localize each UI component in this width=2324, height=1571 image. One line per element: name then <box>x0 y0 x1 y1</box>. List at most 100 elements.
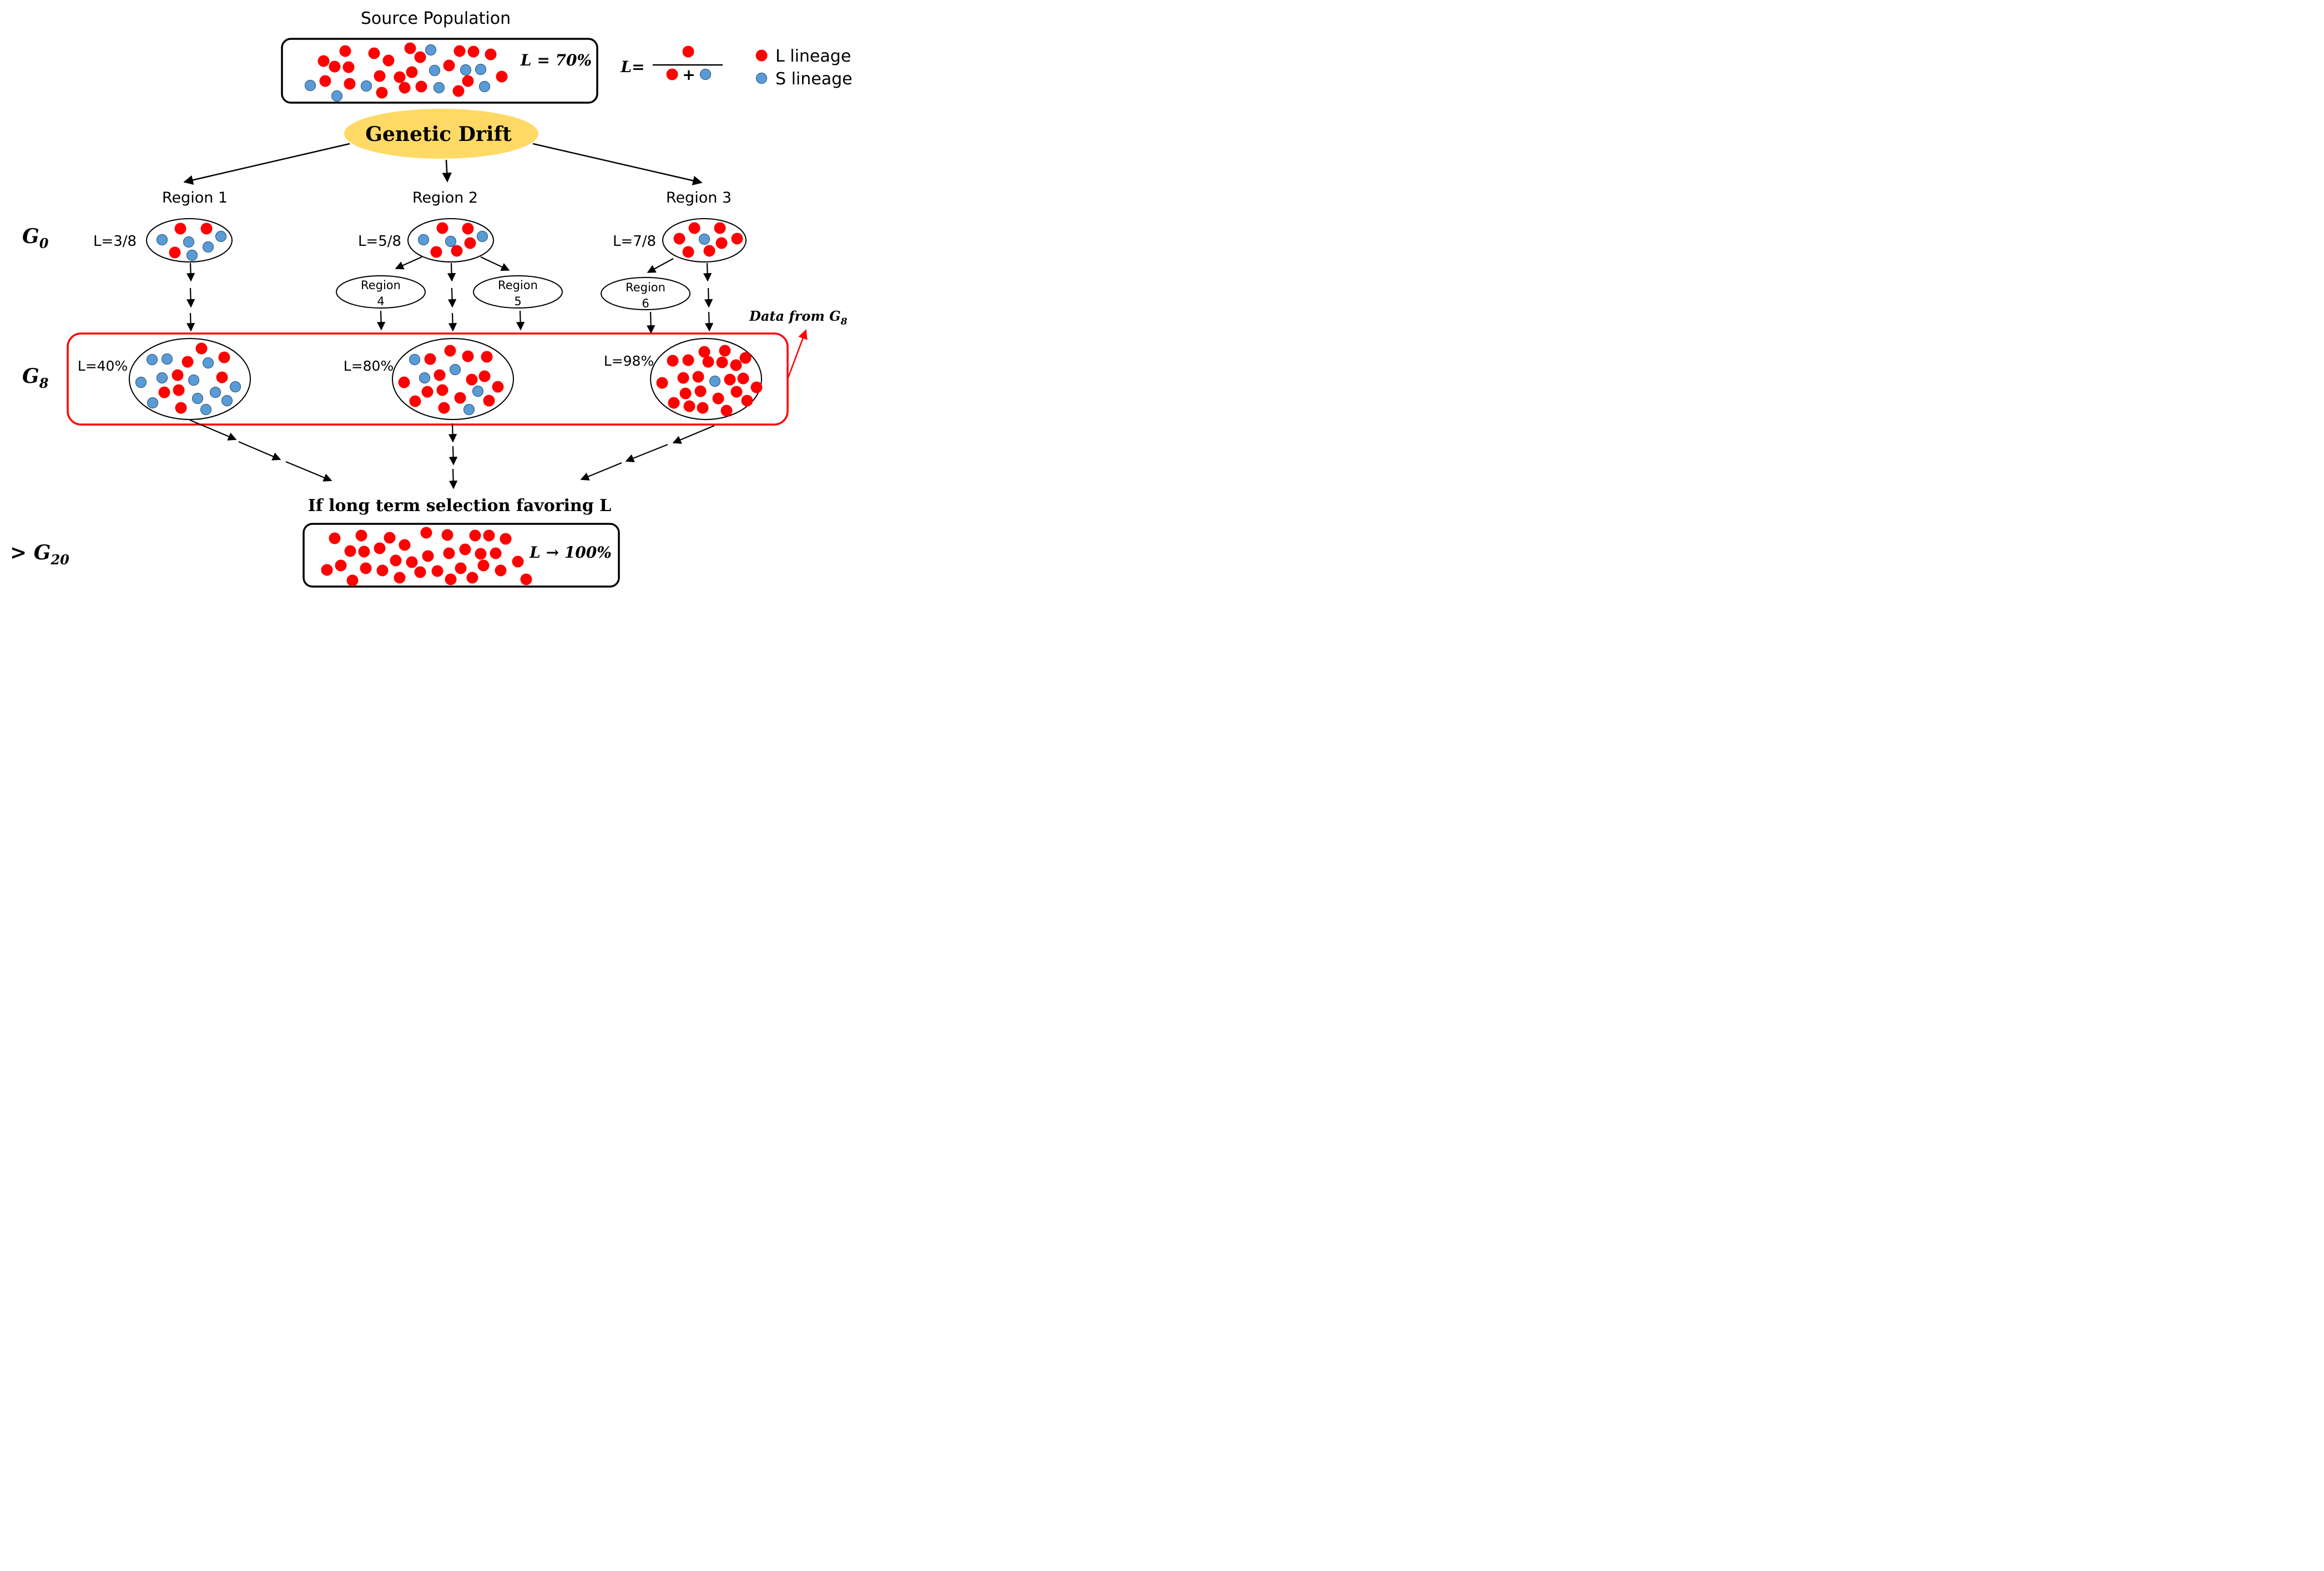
l-lineage-dot <box>656 377 668 389</box>
l-lineage-dot <box>682 246 694 258</box>
l-lineage-dot <box>433 369 446 381</box>
s-lineage-dot <box>156 372 168 384</box>
l-lineage-dot <box>443 59 455 72</box>
s-lineage-dot <box>146 353 158 366</box>
region-2-g8-fraction: L=80% <box>344 358 394 374</box>
l-lineage-dot <box>694 385 707 397</box>
s-lineage-dot <box>304 79 316 92</box>
l-lineage-dot <box>452 85 465 97</box>
l-lineage-dot <box>329 532 341 544</box>
s-lineage-dot <box>445 235 457 247</box>
l-lineage-dot <box>195 342 208 355</box>
l-lineage-dot <box>683 400 695 412</box>
l-lineage-dot <box>467 46 480 58</box>
g0-population-dots <box>156 222 743 261</box>
l-lineage-dot <box>692 371 704 383</box>
l-lineage-dot <box>406 556 418 568</box>
l-lineage-dot <box>673 233 685 245</box>
l-lineage-dot <box>453 45 466 57</box>
l-lineage-dot <box>376 564 389 577</box>
data-note-label: Data from G8 <box>749 308 848 327</box>
l-lineage-dot <box>424 353 436 365</box>
l-lineage-dot <box>500 533 512 545</box>
l-lineage-dot <box>688 222 700 234</box>
s-lineage-dot <box>331 90 343 102</box>
l-lineage-dot <box>512 555 524 568</box>
l-lineage-dot <box>339 45 351 57</box>
l-lineage-dot <box>455 562 467 574</box>
l-lineage-dot <box>679 387 692 400</box>
l-lineage-dot <box>422 550 434 562</box>
region-1-g8-fraction: L=40% <box>78 358 128 374</box>
l-lineage-dot <box>344 545 356 557</box>
region-3-g0-fraction: L=7/8 <box>613 233 656 250</box>
l-lineage-dot <box>430 246 442 258</box>
region-4-ellipse <box>336 275 426 309</box>
final-population-dots <box>321 527 532 587</box>
data-note-arrow <box>787 329 808 380</box>
region-1-g0-ellipse <box>146 218 233 262</box>
region-6-ellipse <box>601 277 690 310</box>
region-2-g8-ellipse <box>392 338 514 420</box>
s-lineage-dot <box>202 241 214 253</box>
region-3-g8-ellipse <box>650 338 762 420</box>
region-1-g0-fraction: L=3/8 <box>93 233 137 250</box>
l-lineage-dot <box>329 60 341 73</box>
l-lineage-dot <box>172 369 184 381</box>
l-lineage-dot <box>358 545 370 558</box>
l-lineage-dot <box>741 395 753 407</box>
l-lineage-dot <box>404 42 416 54</box>
source-population-fraction: L = 70% <box>520 51 592 69</box>
l-lineage-dot <box>730 386 743 398</box>
l-lineage-dot <box>382 54 395 67</box>
l-lineage-dot <box>444 345 456 357</box>
l-lineage-dot <box>376 87 388 99</box>
l-lineage-dot <box>720 405 733 417</box>
l-lineage-dot <box>477 559 490 572</box>
formula-denominator-l-dot <box>666 68 678 80</box>
l-lineage-dot <box>485 48 497 60</box>
l-lineage-dot <box>441 529 453 541</box>
region-2-g0-ellipse <box>407 218 494 262</box>
s-lineage-dot <box>409 353 421 366</box>
l-lineage-dot <box>454 392 466 404</box>
drift-arrow-region-1 <box>183 143 350 185</box>
l-lineage-dot <box>216 371 228 383</box>
l-lineage-dot <box>335 559 347 572</box>
selection-label: If long term selection favoring L <box>308 496 612 516</box>
l-lineage-dot <box>409 395 421 407</box>
l-lineage-dot <box>169 246 181 259</box>
region-1-title: Region 1 <box>162 189 228 206</box>
l-lineage-dot <box>739 352 752 364</box>
l-lineage-dot <box>714 222 726 234</box>
final-population-fraction: L → 100% <box>529 543 612 562</box>
region-6-label-line2: 6 <box>642 297 649 310</box>
l-lineage-dot <box>182 356 194 368</box>
l-lineage-dot <box>399 82 411 94</box>
l-lineage-dot <box>344 78 356 90</box>
l-lineage-dot <box>495 564 507 577</box>
l-lineage-dot <box>374 70 386 82</box>
l-lineage-dot <box>466 373 478 386</box>
l-lineage-dot <box>451 245 463 257</box>
l-lineage-dot <box>394 71 406 83</box>
l-lineage-dot <box>668 397 680 409</box>
s-lineage-dot <box>161 353 173 365</box>
region-1-g8-ellipse <box>129 338 251 420</box>
l-lineage-dot <box>218 351 230 363</box>
s-lineage-dot <box>433 82 445 94</box>
s-lineage-dot <box>419 372 431 384</box>
l-lineage-dot <box>360 562 372 574</box>
source-population-box <box>281 38 598 104</box>
l-lineage-dot <box>436 384 448 396</box>
l-lineage-dot <box>481 351 493 363</box>
l-lineage-dot <box>368 47 380 59</box>
l-lineage-dot <box>390 554 402 567</box>
l-lineage-dot <box>731 233 743 245</box>
l-lineage-dot <box>702 356 714 368</box>
source-population-dots <box>304 42 508 102</box>
l-lineage-dot <box>462 350 474 362</box>
g0-to-g8-arrows <box>186 256 714 334</box>
legend-l-label: L lineage <box>775 47 851 66</box>
s-lineage-dot <box>698 233 710 245</box>
